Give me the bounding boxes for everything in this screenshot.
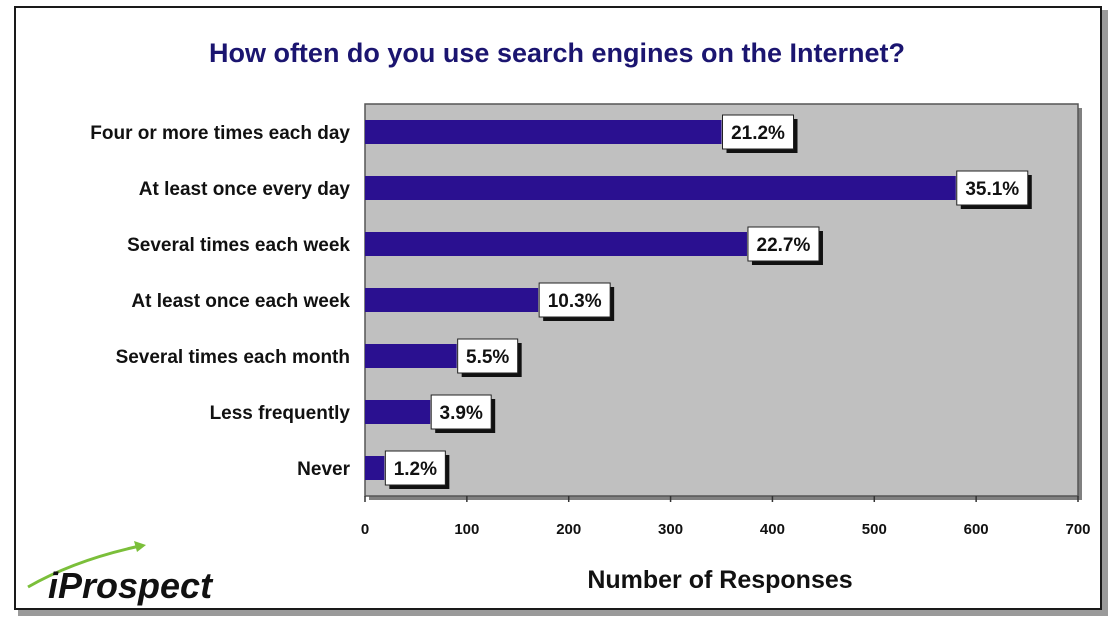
x-tick-label: 300 bbox=[658, 521, 683, 538]
data-label-box bbox=[457, 338, 519, 374]
x-tick-label: 500 bbox=[862, 521, 887, 538]
data-label-text: 22.7% bbox=[757, 235, 811, 256]
bar bbox=[365, 120, 722, 144]
category-label: Never bbox=[297, 459, 350, 480]
data-label-text: 3.9% bbox=[440, 403, 483, 424]
x-tick-label: 100 bbox=[454, 521, 479, 538]
x-tick-label: 0 bbox=[361, 521, 369, 538]
iprospect-logo: iProspect bbox=[27, 541, 214, 606]
bar bbox=[365, 400, 431, 424]
bar bbox=[365, 176, 956, 200]
bars-layer bbox=[365, 120, 956, 480]
bar bbox=[365, 344, 457, 368]
x-axis-label: Number of Responses bbox=[587, 566, 852, 594]
x-axis-ticks-layer: 0 100 200 300 400 500 600 700 bbox=[361, 496, 1091, 538]
data-label-text: 10.3% bbox=[548, 291, 602, 312]
bar bbox=[365, 232, 747, 256]
category-label: At least once each week bbox=[131, 291, 350, 312]
category-label: Less frequently bbox=[210, 403, 351, 424]
data-label-text: 21.2% bbox=[731, 123, 785, 144]
data-label: 5.5% bbox=[457, 338, 522, 377]
data-label-text: 35.1% bbox=[965, 179, 1019, 200]
category-labels-layer: Four or more times each day At least once… bbox=[90, 123, 350, 480]
data-label: 1.2% bbox=[384, 450, 450, 489]
x-tick-label: 700 bbox=[1065, 521, 1090, 538]
x-tick-label: 400 bbox=[760, 521, 785, 538]
chart-title: How often do you use search engines on t… bbox=[209, 38, 905, 68]
category-label: At least once every day bbox=[139, 179, 351, 200]
data-label: 22.7% bbox=[747, 226, 823, 265]
category-label: Four or more times each day bbox=[90, 123, 350, 144]
logo-text: iProspect bbox=[48, 565, 214, 606]
category-label: Several times each week bbox=[127, 235, 350, 256]
data-label-text: 5.5% bbox=[466, 347, 509, 368]
data-label: 35.1% bbox=[956, 170, 1032, 209]
x-tick-label: 200 bbox=[556, 521, 581, 538]
data-label-box bbox=[430, 394, 492, 430]
x-tick-label: 600 bbox=[964, 521, 989, 538]
data-label: 3.9% bbox=[430, 394, 496, 433]
bar bbox=[365, 288, 539, 312]
data-labels-layer: 21.2% 35.1% 22.7% 10.3% 5.5% 3.9% 1.2% bbox=[384, 114, 1032, 489]
bar bbox=[365, 456, 385, 480]
data-label-box bbox=[722, 114, 794, 150]
data-label-box bbox=[384, 450, 446, 486]
data-label: 10.3% bbox=[538, 282, 615, 321]
logo-swoosh-arrow bbox=[134, 541, 146, 552]
data-label: 21.2% bbox=[722, 114, 798, 153]
logo-swoosh bbox=[27, 544, 141, 589]
data-label-box bbox=[956, 170, 1029, 206]
data-label-box bbox=[538, 282, 611, 318]
category-label: Several times each month bbox=[116, 347, 350, 368]
data-label-text: 1.2% bbox=[394, 459, 437, 480]
data-label-box bbox=[747, 226, 820, 262]
